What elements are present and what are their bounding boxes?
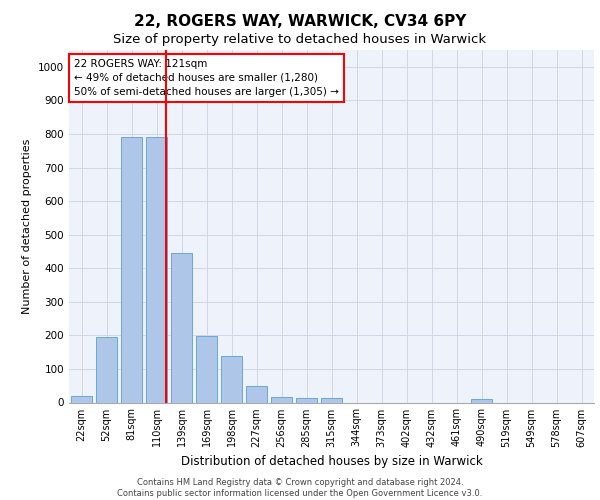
Bar — [171, 253, 192, 402]
Bar — [221, 356, 242, 403]
Text: 22 ROGERS WAY: 121sqm
← 49% of detached houses are smaller (1,280)
50% of semi-d: 22 ROGERS WAY: 121sqm ← 49% of detached … — [74, 59, 339, 97]
Bar — [246, 386, 267, 402]
X-axis label: Distribution of detached houses by size in Warwick: Distribution of detached houses by size … — [181, 455, 482, 468]
Text: Contains HM Land Registry data © Crown copyright and database right 2024.
Contai: Contains HM Land Registry data © Crown c… — [118, 478, 482, 498]
Bar — [296, 398, 317, 402]
Bar — [71, 396, 92, 402]
Bar — [471, 399, 492, 402]
Text: 22, ROGERS WAY, WARWICK, CV34 6PY: 22, ROGERS WAY, WARWICK, CV34 6PY — [134, 14, 466, 29]
Bar — [121, 138, 142, 402]
Y-axis label: Number of detached properties: Number of detached properties — [22, 138, 32, 314]
Bar — [96, 336, 117, 402]
Bar — [321, 398, 342, 402]
Text: Size of property relative to detached houses in Warwick: Size of property relative to detached ho… — [113, 32, 487, 46]
Bar — [146, 138, 167, 402]
Bar — [271, 398, 292, 402]
Bar — [196, 336, 217, 402]
